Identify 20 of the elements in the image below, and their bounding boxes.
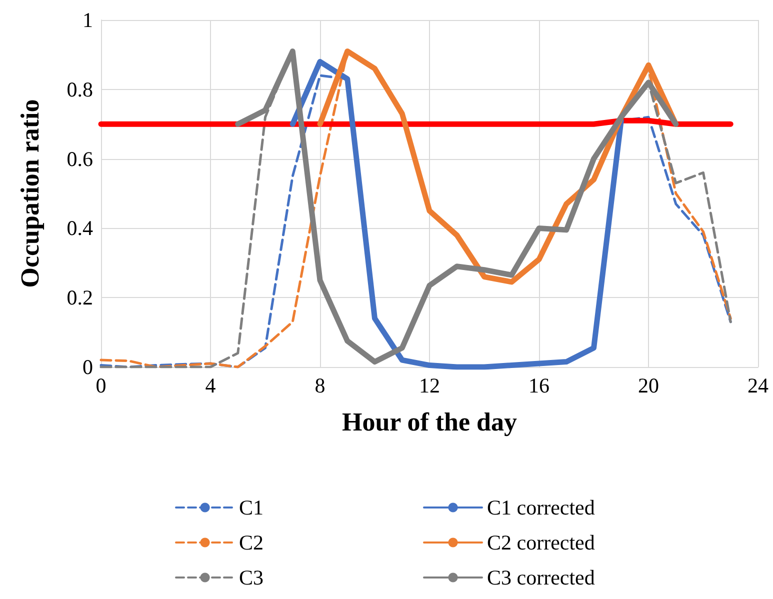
- y-tick-label: 0.4: [66, 216, 94, 240]
- x-tick-label: 4: [205, 374, 216, 398]
- x-tick-label: 12: [419, 374, 440, 398]
- x-tick-label: 8: [314, 374, 326, 398]
- legend-label: C3: [239, 566, 264, 590]
- legend-label: C3 corrected: [487, 566, 596, 590]
- y-tick-label: 0.2: [66, 286, 93, 310]
- x-tick-label: 20: [638, 374, 659, 398]
- legend-label: C1: [239, 496, 264, 520]
- y-tick-label: 0.8: [66, 77, 93, 102]
- y-axis-title: Occupation ratio: [16, 99, 44, 288]
- y-tick-label: 0: [82, 355, 93, 379]
- x-tick-label: 16: [528, 374, 550, 398]
- legend-label: C1 corrected: [487, 496, 596, 520]
- x-axis-title: Hour of the day: [342, 408, 518, 436]
- legend-label: C2 corrected: [487, 530, 596, 554]
- y-tick-label: 0.6: [66, 146, 93, 171]
- x-tick-label: 24: [748, 374, 769, 398]
- legend-label: C2: [239, 530, 264, 554]
- y-tick-label: 1: [82, 8, 93, 32]
